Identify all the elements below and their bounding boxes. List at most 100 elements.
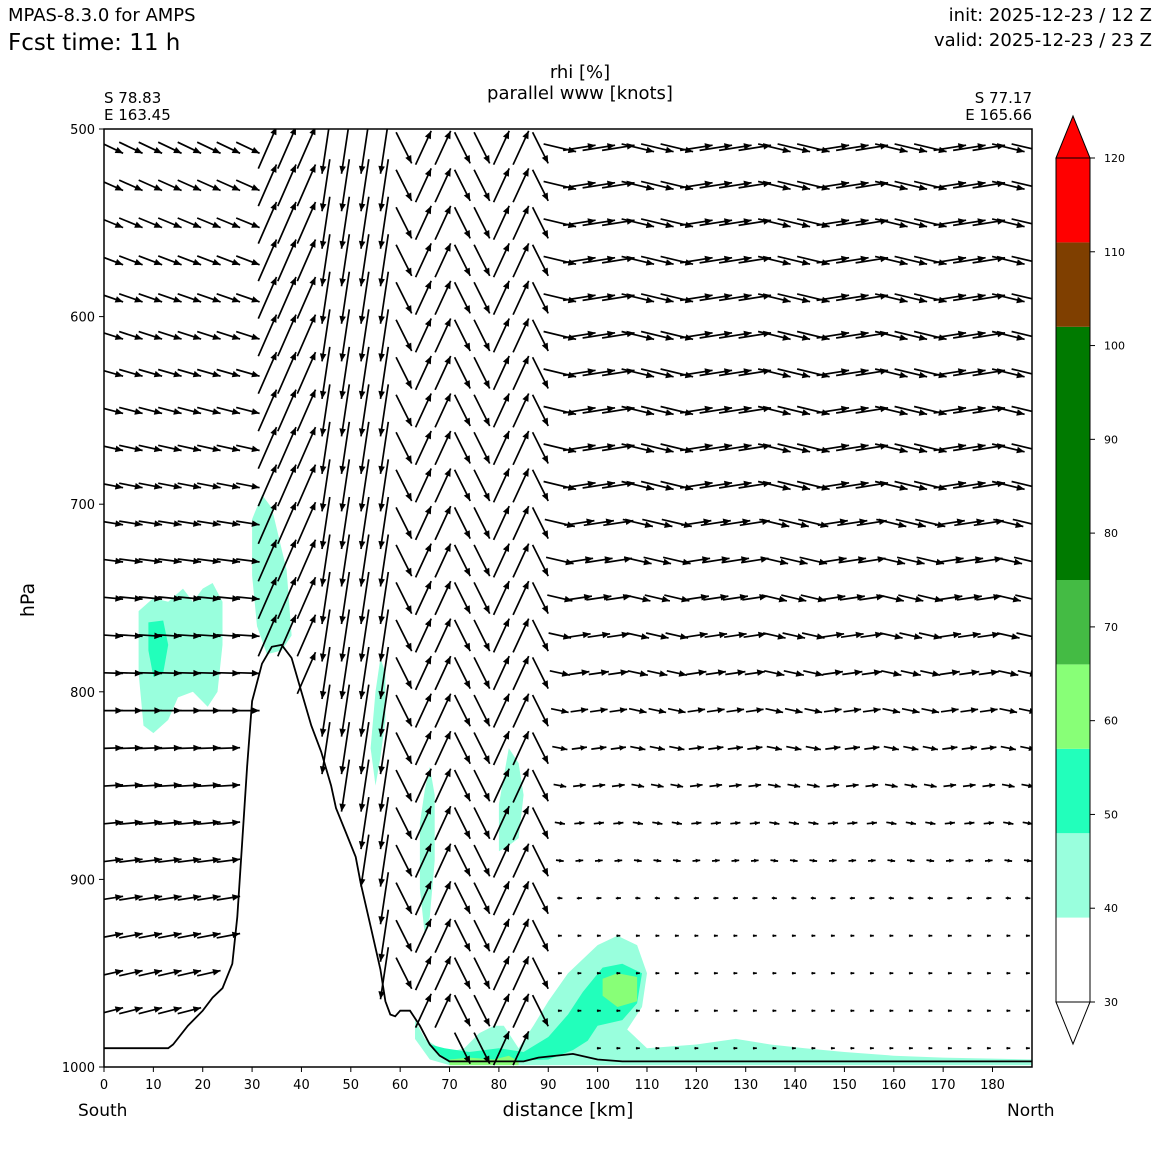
wind-arrow-head [424,693,432,702]
wind-arrow [236,595,260,602]
wind-arrow-head [645,296,655,304]
wind-arrow-head [753,1009,757,1013]
wind-arrow [913,180,947,191]
wind-arrow-head [173,296,182,303]
wind-arrow-shaft [360,421,370,475]
wind-arrow [104,595,124,602]
wind-arrow-head [684,371,694,379]
wind-arrow-head [232,557,241,565]
wind-arrow-shaft [379,159,390,212]
wind-arrow [492,430,510,466]
wind-arrow-head [114,445,124,453]
wind-arrow [216,632,241,640]
wind-arrow-head [587,180,596,188]
colorbar-tick-label: 40 [1104,902,1118,915]
wind-arrow-head [860,218,869,225]
wind-arrow-head [502,618,510,627]
wind-arrow-head [755,783,762,788]
wind-arrow-head [444,618,451,627]
wind-arrow-head [811,934,816,938]
wind-arrow-head [567,259,577,266]
wind-arrow-head [831,971,835,975]
wind-arrow-head [733,1046,738,1050]
wind-arrow [896,556,925,566]
wind-arrow [779,556,808,566]
wind-arrow-head [483,342,490,351]
wind-arrow-shaft [1011,405,1032,413]
wind-arrow-head [444,918,451,928]
wind-arrow-head [801,409,811,416]
wind-arrow [319,534,331,587]
wind-arrow-head [1028,745,1032,751]
wind-arrow-head [541,230,549,239]
wind-arrow-head [586,518,595,525]
wind-arrow [718,143,752,152]
wind-arrow-head [153,931,163,939]
wind-arrow-head [638,783,645,789]
wind-arrow [582,443,616,452]
wind-arrow [860,631,884,639]
wind-arrow [903,745,919,751]
wind-arrow [555,858,564,863]
wind-arrow [843,707,862,714]
wind-arrow-head [585,556,594,563]
wind-arrow [928,934,933,938]
wind-arrow [666,669,688,677]
wind-arrow-head [970,745,977,751]
wind-arrow-head [938,259,947,266]
wind-arrow-head [270,614,277,624]
wind-arrow [562,480,596,489]
wind-arrow [628,707,647,714]
wind-arrow [473,507,491,539]
wind-arrow-head [522,356,529,365]
y-tick-label: 600 [70,311,95,326]
wind-arrow-head [483,605,490,614]
wind-arrow-head [173,894,182,901]
wind-arrow [473,319,491,352]
wind-arrow-head [463,567,471,577]
wind-arrow [414,955,432,991]
wind-arrow [1016,632,1032,640]
wind-arrow-head [193,856,202,864]
wind-arrow-head [607,143,616,150]
wind-arrow-head [405,605,412,614]
wind-arrow [434,243,452,278]
wind-arrow [562,218,596,227]
wind-arrow [770,858,779,863]
wind-arrow [177,595,202,602]
wind-arrow [679,218,713,227]
wind-arrow [1011,480,1032,488]
wind-arrow-head [134,333,143,340]
wind-arrow-head [661,595,670,603]
wind-arrow [699,330,733,339]
wind-arrow-head [587,255,596,263]
wind-arrow [216,894,241,901]
wind-arrow [118,330,143,340]
wind-arrow-head [815,670,824,677]
wind-arrow [378,234,390,287]
wind-arrow [473,919,491,952]
wind-arrow-head [1026,896,1031,900]
wind-arrow-head [899,146,908,154]
wind-arrow [835,255,869,264]
wind-arrow-head [358,353,366,362]
wind-arrow [414,880,432,916]
wind-arrow [670,783,684,789]
wind-arrow [296,501,317,545]
wind-arrow [640,405,674,416]
wind-arrow-head [918,409,928,416]
wind-arrow-head [1033,559,1041,566]
wind-arrow-head [483,717,490,727]
wind-arrow-head [684,334,694,341]
wind-arrow [772,1046,777,1050]
wind-arrow-head [743,293,752,300]
wind-arrow [157,179,182,192]
wind-arrow [718,180,752,189]
wind-arrow-head [1036,222,1044,228]
wind-arrow [811,1046,816,1050]
colorbar-tick-label: 120 [1104,152,1125,165]
wind-arrow-head [911,783,918,789]
wind-arrow [1011,330,1032,338]
wind-arrow-head [971,669,980,676]
wind-arrow-head [424,243,432,252]
